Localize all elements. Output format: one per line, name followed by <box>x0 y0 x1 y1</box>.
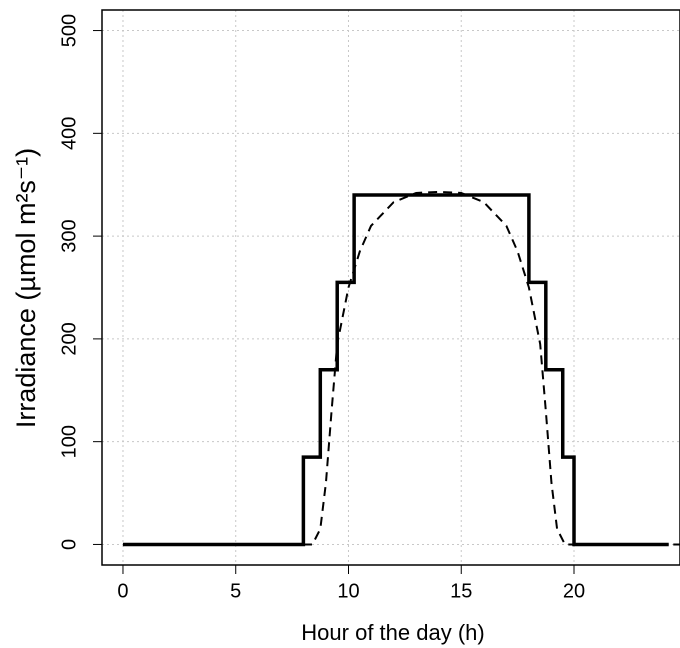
y-tick-label: 100 <box>58 425 80 458</box>
y-tick-label: 500 <box>58 14 80 47</box>
y-tick-label: 300 <box>58 219 80 252</box>
y-axis-label: Irradiance (µmol m²s⁻¹) <box>11 148 41 428</box>
series-line <box>122 193 669 547</box>
x-axis-label: Hour of the day (h) <box>301 620 484 645</box>
x-tick-label: 15 <box>450 580 472 602</box>
series-line <box>122 190 680 546</box>
x-tick-label: 10 <box>337 580 359 602</box>
y-tick-label: 0 <box>58 539 80 550</box>
x-tick-label: 5 <box>230 580 241 602</box>
y-tick-label: 400 <box>58 117 80 150</box>
plot-frame <box>101 9 680 566</box>
y-tick-label: 200 <box>58 322 80 355</box>
x-tick-label: 0 <box>117 580 128 602</box>
x-tick-label: 20 <box>563 580 585 602</box>
